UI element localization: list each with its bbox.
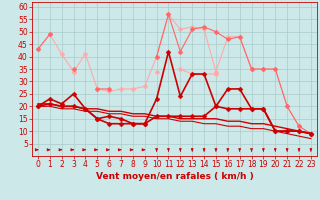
X-axis label: Vent moyen/en rafales ( km/h ): Vent moyen/en rafales ( km/h ) [96,172,253,181]
